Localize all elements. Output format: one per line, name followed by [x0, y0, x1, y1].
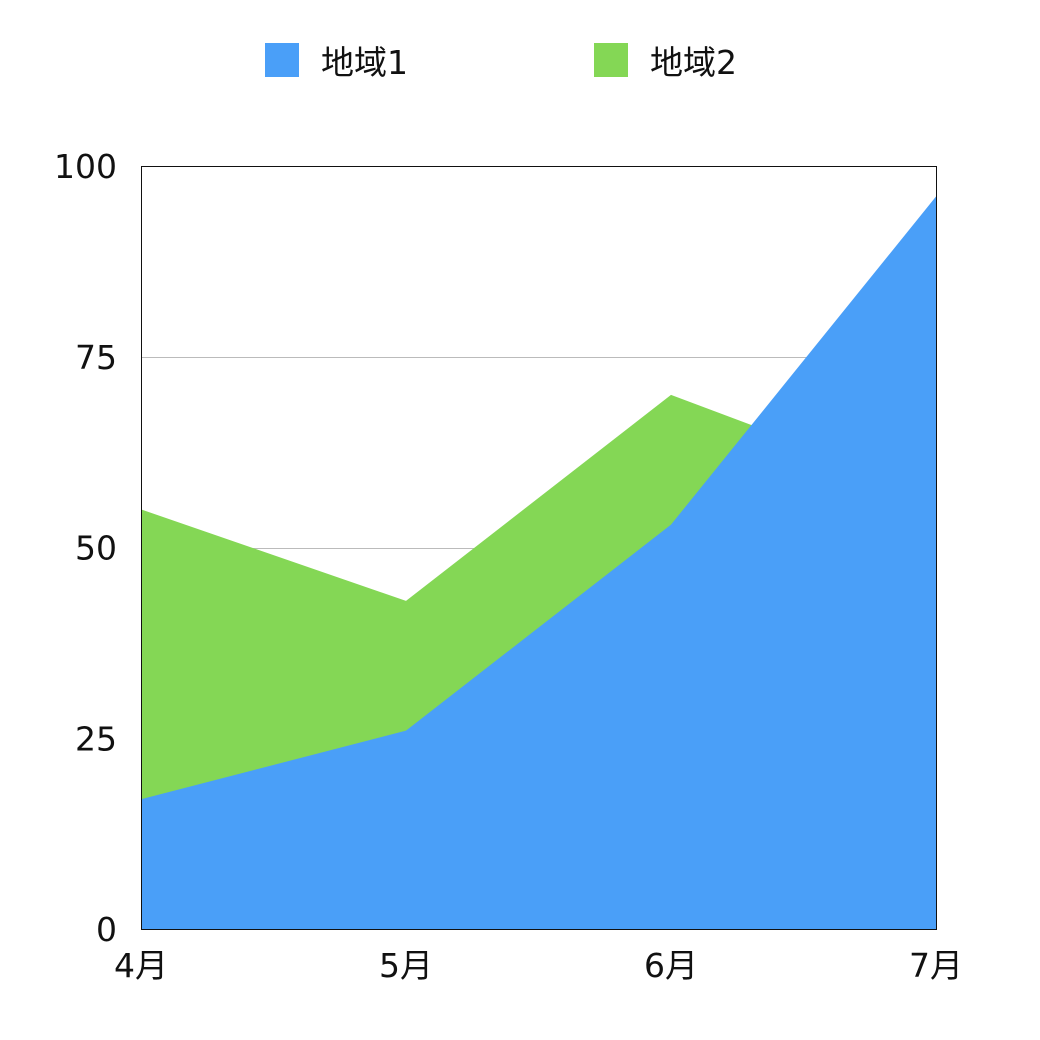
legend-item-region1: 地域1: [265, 38, 408, 82]
legend-swatch-region1: [265, 43, 299, 77]
legend-swatch-region2: [594, 43, 628, 77]
legend: 地域1 地域2: [0, 38, 1040, 82]
legend-label-region2: 地域2: [650, 43, 737, 82]
y-tick-label-75: 75: [75, 338, 117, 377]
x-axis-ticks: 4月 5月 6月 7月: [114, 946, 963, 985]
x-tick-label-7: 7月: [909, 946, 963, 985]
area-series-region1: [141, 196, 936, 929]
area-layer: [141, 196, 936, 929]
x-tick-label-5: 5月: [379, 946, 433, 985]
legend-label-region1: 地域1: [321, 43, 408, 82]
y-tick-label-0: 0: [96, 910, 117, 949]
y-tick-label-50: 50: [75, 529, 117, 568]
x-tick-label-4: 4月: [114, 946, 168, 985]
y-tick-label-25: 25: [75, 719, 117, 758]
y-axis-ticks: 0 25 50 75 100: [54, 147, 117, 949]
legend-item-region2: 地域2: [594, 38, 737, 82]
y-tick-label-100: 100: [54, 147, 117, 186]
plot-frame: [141, 166, 937, 930]
x-tick-label-6: 6月: [644, 946, 698, 985]
